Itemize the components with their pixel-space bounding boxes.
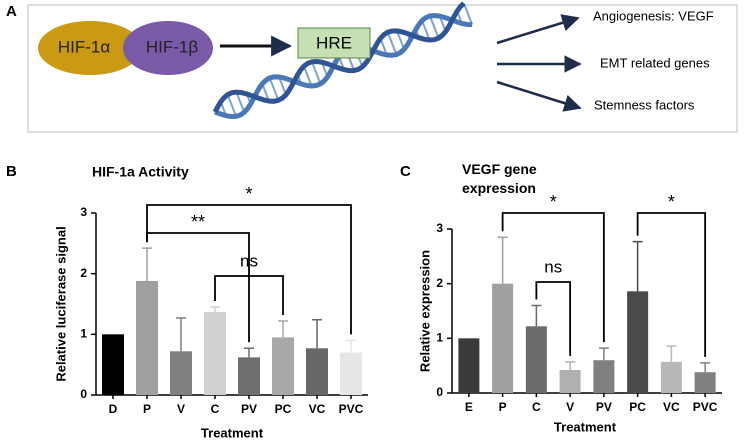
x-axis-label: Treatment	[554, 419, 617, 434]
error-bar	[700, 363, 710, 372]
x-tick-label: PVC	[693, 400, 718, 414]
significance-bracket	[503, 213, 604, 342]
chart-title: HIF-1a Activity	[92, 164, 189, 180]
panel-label: A	[6, 3, 17, 20]
node-label: HRE	[316, 33, 352, 52]
y-tick-label: 1	[80, 327, 87, 341]
error-bar	[244, 348, 254, 357]
y-tick-label: 2	[80, 266, 87, 280]
bar	[204, 312, 226, 395]
significance-label: *	[550, 192, 557, 212]
bar	[560, 370, 581, 393]
error-bar	[498, 237, 508, 283]
error-bar	[346, 340, 356, 352]
x-tick-label: PVC	[339, 402, 364, 416]
bar	[492, 284, 513, 393]
x-tick-label: PV	[241, 402, 257, 416]
x-tick-label: D	[109, 402, 118, 416]
significance-label: *	[668, 192, 675, 212]
bar	[238, 357, 260, 395]
target-label: Stemness factors	[594, 97, 695, 112]
bar	[458, 338, 479, 393]
panel-label: C	[400, 163, 411, 180]
significance-label: **	[191, 212, 205, 232]
bar	[593, 360, 614, 393]
x-tick-label: C	[211, 402, 220, 416]
x-tick-label: PC	[629, 400, 646, 414]
error-bar	[531, 306, 541, 327]
bar	[627, 291, 648, 393]
x-tick-label: PC	[275, 402, 292, 416]
error-bar	[633, 242, 643, 292]
y-tick-label: 3	[80, 205, 87, 219]
x-tick-label: C	[532, 400, 541, 414]
x-axis-label: Treatment	[201, 425, 264, 440]
error-bar	[210, 307, 220, 312]
bar	[102, 334, 124, 395]
target-label: EMT related genes	[600, 55, 710, 70]
y-tick-label: 0	[436, 385, 443, 399]
node-label: HIF-1α	[58, 37, 111, 56]
y-tick-label: 0	[80, 387, 87, 401]
significance-label: *	[245, 184, 252, 204]
x-tick-label: VC	[309, 402, 326, 416]
error-bar	[312, 320, 322, 349]
error-bar	[599, 348, 609, 360]
error-bar	[565, 362, 575, 370]
x-tick-label: P	[143, 402, 151, 416]
bar	[170, 351, 192, 395]
bar	[526, 326, 547, 393]
x-tick-label: V	[177, 402, 185, 416]
error-bar	[176, 318, 186, 351]
error-bar	[666, 346, 676, 362]
x-tick-label: V	[566, 400, 574, 414]
x-tick-label: PV	[596, 400, 612, 414]
bar	[306, 348, 328, 395]
panel-label: B	[6, 163, 17, 180]
x-tick-label: E	[465, 400, 473, 414]
y-axis-label: Relative luciferase signal	[53, 226, 68, 381]
bar	[136, 281, 158, 395]
error-bar	[278, 321, 288, 337]
y-tick-label: 1	[436, 331, 443, 345]
bar	[272, 337, 294, 395]
bar	[340, 353, 362, 395]
significance-label: ns	[240, 251, 258, 270]
significance-label: ns	[544, 257, 562, 276]
x-tick-label: VC	[663, 400, 680, 414]
x-tick-label: P	[499, 400, 507, 414]
target-label: Angiogenesis: VEGF	[593, 8, 714, 23]
error-bar	[142, 248, 152, 281]
significance-bracket	[147, 233, 249, 342]
bar	[661, 362, 682, 393]
node-label: HIF-1β	[146, 37, 199, 56]
y-tick-label: 3	[436, 221, 443, 235]
y-axis-label: Relative expression	[417, 250, 432, 372]
bar	[695, 372, 716, 393]
y-tick-label: 2	[436, 276, 443, 290]
